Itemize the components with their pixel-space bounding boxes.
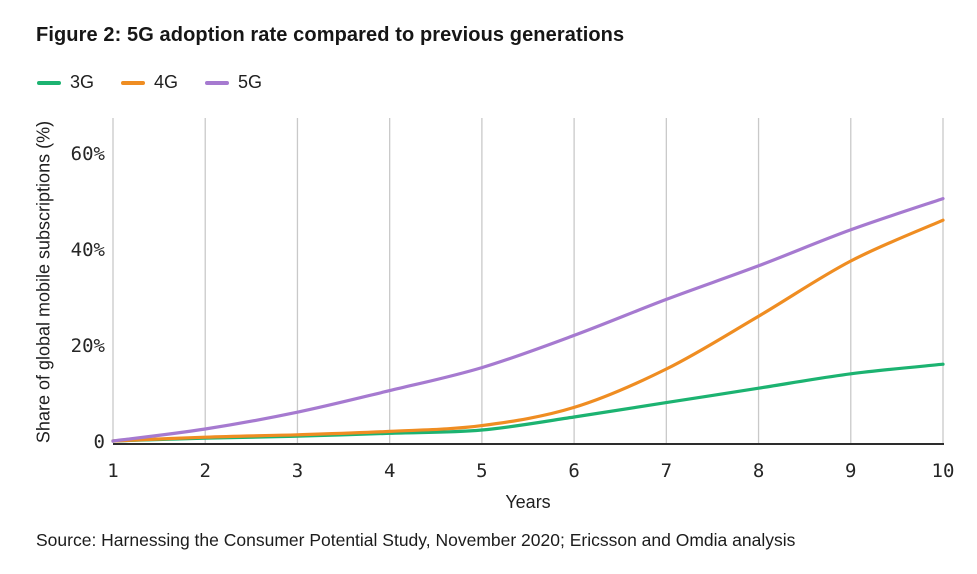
x-tick-label-4: 4 <box>384 460 395 482</box>
line-chart-plot-area: 0 20% 40% 60% 1 2 3 4 5 6 7 8 9 10 <box>71 118 955 482</box>
legend-item-5g: 5G <box>205 72 262 93</box>
x-tick-label-9: 9 <box>845 460 856 482</box>
x-tick-label-7: 7 <box>661 460 672 482</box>
legend-label-4g: 4G <box>154 72 179 92</box>
y-tick-label-40: 40% <box>71 239 106 261</box>
legend-label-3g: 3G <box>70 72 95 92</box>
x-tick-label-1: 1 <box>107 460 118 482</box>
legend-item-3g: 3G <box>37 72 94 93</box>
legend-swatch-5g-icon <box>205 80 230 85</box>
x-axis-title: Years <box>505 492 551 512</box>
figure-title: Figure 2: 5G adoption rate compared to p… <box>36 24 625 46</box>
legend-item-4g: 4G <box>121 72 178 93</box>
x-tick-label-8: 8 <box>753 460 764 482</box>
y-tick-label-20: 20% <box>71 335 106 357</box>
x-tick-label-5: 5 <box>476 460 487 482</box>
series-line-3g <box>111 362 945 443</box>
x-tick-label-6: 6 <box>568 460 579 482</box>
y-tick-label-0: 0 <box>94 431 105 453</box>
legend-swatch-4g-icon <box>121 80 146 85</box>
legend-label-5g: 5G <box>238 72 263 92</box>
series-line-5g <box>111 197 945 443</box>
y-tick-label-60: 60% <box>71 143 106 165</box>
x-tick-label-2: 2 <box>199 460 210 482</box>
series-line-4g <box>111 218 945 443</box>
legend: 3G 4G 5G <box>37 72 262 93</box>
source-note: Source: Harnessing the Consumer Potentia… <box>36 530 796 550</box>
x-tick-label-10: 10 <box>932 460 955 482</box>
legend-swatch-3g-icon <box>37 80 61 85</box>
x-tick-label-3: 3 <box>292 460 303 482</box>
